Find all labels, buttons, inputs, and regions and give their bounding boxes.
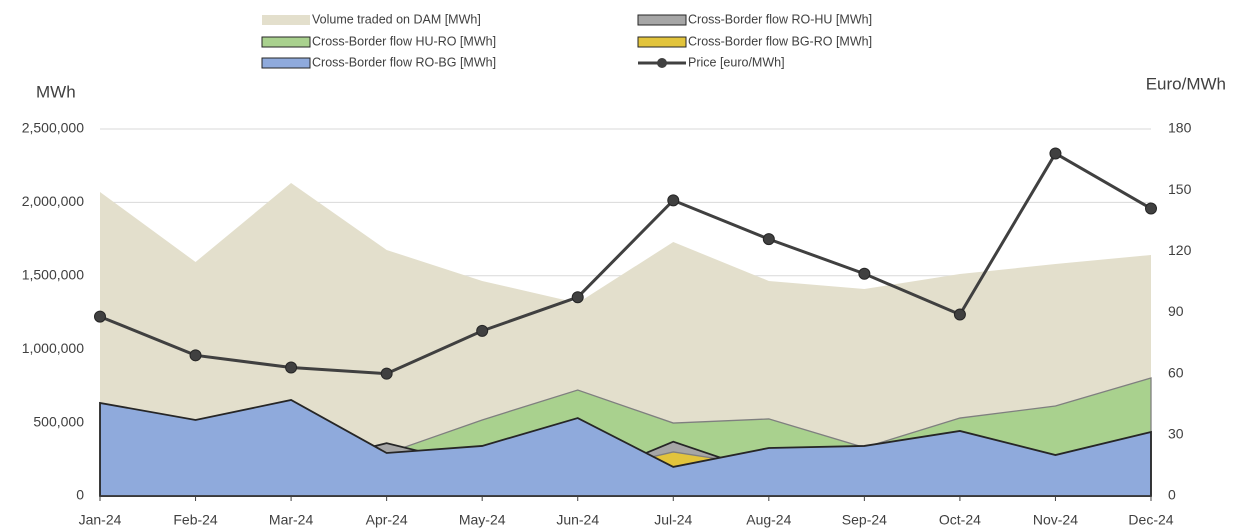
x-tick-label: Apr-24 — [366, 512, 408, 528]
y2-tick-label: 120 — [1168, 242, 1192, 258]
y-tick-label: 2,000,000 — [22, 193, 84, 209]
x-tick-label: Sep-24 — [842, 512, 887, 528]
price-marker — [858, 267, 871, 280]
y-tick-label: 1,500,000 — [22, 267, 84, 283]
legend-label: Volume traded on DAM [MWh] — [312, 12, 481, 26]
y2-tick-label: 90 — [1168, 303, 1184, 319]
legend-label: Cross-Border flow BG-RO [MWh] — [688, 34, 872, 48]
price-marker — [667, 194, 680, 207]
x-tick-label: Feb-24 — [173, 512, 218, 528]
area — [100, 183, 1151, 496]
price-marker — [94, 310, 106, 323]
legend-swatch — [637, 14, 687, 26]
area — [99, 399, 1152, 497]
legend-label: Cross-Border flow RO-BG [MWh] — [312, 55, 496, 69]
x-tick-label: Mar-24 — [269, 512, 314, 528]
y-tick-label: 2,500,000 — [22, 120, 84, 136]
x-tick-label: May-24 — [459, 512, 506, 528]
x-tick-label: Aug-24 — [746, 512, 791, 528]
y2-tick-label: 150 — [1168, 181, 1192, 197]
legend-swatch — [262, 15, 310, 25]
x-tick-label: Jul-24 — [654, 512, 692, 528]
legend-label: Cross-Border flow HU-RO [MWh] — [312, 34, 496, 48]
legend-marker — [657, 58, 667, 68]
x-tick-label: Nov-24 — [1033, 512, 1078, 528]
price-marker — [476, 324, 489, 337]
price-marker — [571, 291, 584, 304]
legend-swatch — [261, 57, 311, 69]
y-axis-title: MWh — [36, 82, 76, 101]
price-marker — [762, 233, 775, 246]
legend-label: Cross-Border flow RO-HU [MWh] — [688, 12, 872, 26]
y-tick-label: 1,000,000 — [22, 340, 84, 356]
y2-tick-label: 0 — [1168, 487, 1176, 503]
legend-label: Price [euro/MWh] — [688, 55, 785, 69]
x-tick-label: Jan-24 — [79, 512, 122, 528]
legend-swatch — [261, 36, 311, 48]
price-marker — [1049, 147, 1062, 160]
price-marker — [285, 361, 298, 374]
x-tick-label: Dec-24 — [1128, 512, 1173, 528]
y2-tick-label: 180 — [1168, 120, 1192, 136]
price-marker — [1145, 202, 1157, 215]
x-tick-label: Oct-24 — [939, 512, 981, 528]
price-line — [99, 151, 1152, 376]
y-tick-label: 500,000 — [33, 413, 84, 429]
legend-swatch — [637, 36, 687, 48]
y2-tick-label: 60 — [1168, 364, 1184, 380]
y2-tick-label: 30 — [1168, 426, 1184, 442]
price-marker — [380, 367, 393, 380]
price-marker — [953, 308, 966, 321]
y-tick-label: 0 — [76, 487, 84, 503]
y2-axis-title: Euro/MWh — [1146, 74, 1226, 93]
price-marker — [189, 349, 202, 362]
x-tick-label: Jun-24 — [556, 512, 599, 528]
